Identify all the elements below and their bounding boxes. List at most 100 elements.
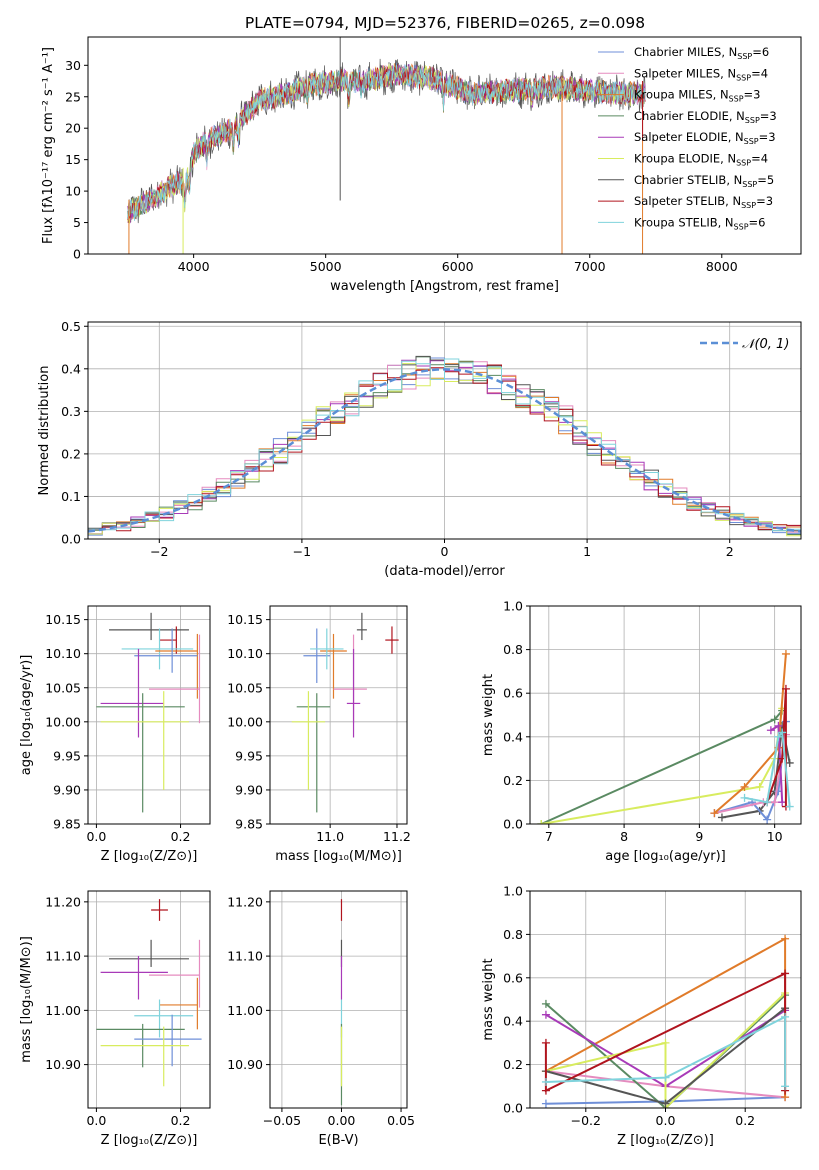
legend-entry: Kroupa ELODIE, NSSP=4 — [634, 152, 768, 168]
legend-entry: Chabrier ELODIE, NSSP=3 — [634, 109, 777, 125]
weight-marker-salpeter-elodie — [774, 721, 783, 730]
weight-vs-Z-plot-area — [541, 934, 790, 1108]
x-tick-label: 4000 — [178, 259, 210, 274]
legend-subscript: SSP — [734, 222, 749, 231]
x-tick-label: 10 — [767, 829, 783, 844]
legend-entry: Chabrier STELIB, NSSP=5 — [634, 173, 774, 189]
legend-entry: Salpeter ELODIE, NSSP=3 — [634, 130, 776, 146]
weight-marker-chabrier-miles — [541, 1099, 550, 1108]
y-tick-label: 5 — [73, 215, 81, 230]
weight-marker-kroupa-elodie — [755, 782, 764, 791]
weight-marker-salpeter-stelib — [541, 1086, 550, 1095]
y-tick-label: 9.95 — [235, 748, 263, 763]
legend-subscript: SSP — [737, 52, 752, 61]
y-tick-label: 9.90 — [53, 782, 81, 797]
legend-subscript: SSP — [736, 73, 751, 82]
legend-suffix: =6 — [749, 215, 766, 229]
weight-line-salpeter-stelib — [766, 688, 787, 807]
weight-marker-kroupa-elodie — [661, 1038, 670, 1047]
y-axis-label: Normed distribution — [37, 366, 52, 496]
legend-label: Chabrier STELIB, N — [634, 173, 742, 187]
y-tick-label: 11.00 — [45, 1003, 81, 1018]
y-tick-label: 11.00 — [227, 1003, 263, 1018]
y-tick-label: 0.8 — [503, 642, 523, 657]
weight-marker-salpeter-stelib — [541, 1038, 550, 1047]
x-tick-label: −1 — [293, 544, 311, 559]
legend-label: Kroupa STELIB, N — [634, 215, 734, 229]
y-tick-label: 1.0 — [503, 884, 523, 899]
weight-marker-kroupa-stelib — [661, 1073, 670, 1082]
x-tick-label: 0.00 — [328, 1113, 356, 1128]
y-tick-label: 0.8 — [503, 927, 523, 942]
y-tick-label: 11.10 — [227, 949, 263, 964]
y-tick-label: 10.05 — [227, 680, 263, 695]
legend-suffix: =3 — [744, 88, 761, 102]
x-axis-label: Z [log₁₀(Z/Z⊙)] — [617, 1133, 714, 1148]
weight-marker-chabrier-stelib — [661, 1099, 670, 1108]
y-tick-label: 0.0 — [503, 1101, 523, 1116]
y-tick-label: 10.15 — [45, 612, 81, 627]
axes-frame — [87, 890, 211, 1109]
legend-entry: Chabrier MILES, NSSP=6 — [634, 45, 769, 61]
weight-marker-kroupa-stelib — [781, 1012, 790, 1021]
y-tick-label: 10.05 — [45, 680, 81, 695]
axes-frame — [269, 890, 408, 1109]
weight-line-kroupa-miles — [713, 653, 787, 814]
weight-vs-age-panel: 7 8 9 10 0.0 0.2 0.4 0.6 0.8 1.0 age [log₁₀(age/yr… — [481, 599, 802, 864]
y-axis-label: age [log₁₀(age/yr)] — [19, 655, 34, 776]
y-tick-label: 20 — [65, 121, 81, 136]
legend-suffix: =5 — [757, 173, 774, 187]
weight-marker-salpeter-stelib — [781, 969, 790, 978]
x-tick-label: 0.2 — [171, 829, 191, 844]
x-tick-label: 8 — [620, 829, 628, 844]
y-tick-label: 1.0 — [503, 599, 523, 614]
weight-marker-kroupa-stelib — [785, 802, 794, 811]
spectrum-line-kroupa-stelib — [127, 64, 646, 222]
axes-frame — [87, 321, 802, 540]
weight-marker-kroupa-stelib — [778, 728, 787, 737]
x-tick-label: 0 — [441, 544, 449, 559]
weight-marker-chabrier-elodie — [770, 715, 779, 724]
y-tick-label: 0.0 — [61, 532, 81, 547]
legend-label: Chabrier ELODIE, N — [634, 109, 745, 123]
x-tick-label: 5000 — [310, 259, 342, 274]
residuals-plot-area — [88, 355, 801, 537]
weight-marker-kroupa-elodie — [537, 820, 546, 824]
legend-label: Chabrier MILES, N — [634, 45, 737, 59]
x-axis-label: (data-model)/error — [384, 564, 505, 579]
y-tick-label: 0.3 — [61, 404, 81, 419]
y-tick-label: 0.4 — [503, 1014, 523, 1029]
legend-subscript: SSP — [742, 180, 757, 189]
y-tick-label: 0.2 — [503, 773, 523, 788]
legend-entry: Kroupa STELIB, NSSP=6 — [634, 215, 765, 231]
y-tick-label: 0.0 — [503, 817, 523, 832]
y-tick-label: 15 — [65, 152, 81, 167]
legend-label: Salpeter MILES, N — [634, 66, 736, 80]
weight-marker-kroupa-stelib — [774, 732, 783, 741]
y-tick-label: 0.1 — [61, 489, 81, 504]
x-axis-label: E(B-V) — [318, 1133, 358, 1148]
x-tick-label: 2 — [726, 544, 734, 559]
legend-suffix: =4 — [751, 66, 768, 80]
weight-marker-chabrier-stelib — [717, 813, 726, 822]
legend-label: Kroupa MILES, N — [634, 88, 729, 102]
figure-title: PLATE=0794, MJD=52376, FIBERID=0265, z=0… — [245, 14, 645, 32]
spectrum-panel: 4000 5000 6000 7000 8000 0 5 10 15 20 25 30 waveleng… — [41, 36, 802, 294]
normal-curve — [88, 368, 801, 533]
legend-suffix: =4 — [751, 152, 768, 166]
legend-label: Salpeter ELODIE, N — [634, 130, 744, 144]
weight-marker-kroupa-stelib — [763, 798, 772, 807]
y-tick-label: 0 — [73, 247, 81, 262]
weight-marker-chabrier-elodie — [541, 999, 550, 1008]
legend-entry: Kroupa MILES, NSSP=3 — [634, 88, 760, 104]
x-tick-label: 0.2 — [735, 1113, 755, 1128]
mass-vs-Z-plot-area — [96, 899, 202, 1087]
legend-subscript: SSP — [745, 116, 760, 125]
weight-marker-salpeter-stelib — [781, 684, 790, 693]
weight-marker-chabrier-miles — [763, 815, 772, 824]
y-tick-label: 0.6 — [503, 686, 523, 701]
weight-vs-age-plot-area — [537, 649, 794, 824]
y-tick-label: 10.10 — [45, 646, 81, 661]
x-axis-label: wavelength [Angstrom, rest frame] — [330, 279, 559, 294]
weight-marker-kroupa-miles — [710, 809, 719, 818]
